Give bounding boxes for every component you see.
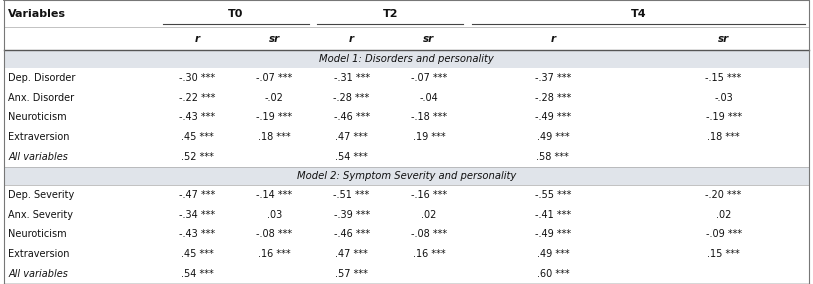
Text: Extraversion: Extraversion xyxy=(8,249,70,259)
Text: -.37 ***: -.37 *** xyxy=(535,73,571,83)
Text: -.28 ***: -.28 *** xyxy=(535,93,571,103)
Text: -.20 ***: -.20 *** xyxy=(706,190,741,200)
Text: -.39 ***: -.39 *** xyxy=(333,210,370,220)
Text: -.16 ***: -.16 *** xyxy=(411,190,447,200)
Bar xyxy=(4,0,809,50)
Text: -.19 ***: -.19 *** xyxy=(256,112,293,122)
Text: .57 ***: .57 *** xyxy=(335,269,368,279)
Text: -.19 ***: -.19 *** xyxy=(706,112,741,122)
Text: sr: sr xyxy=(269,34,280,44)
Text: .54 ***: .54 *** xyxy=(180,269,214,279)
Bar xyxy=(4,50,809,68)
Text: -.30 ***: -.30 *** xyxy=(179,73,215,83)
Text: -.46 ***: -.46 *** xyxy=(333,112,370,122)
Text: -.49 ***: -.49 *** xyxy=(535,112,571,122)
Text: .49 ***: .49 *** xyxy=(537,249,569,259)
Text: r: r xyxy=(349,34,354,44)
Text: .52 ***: .52 *** xyxy=(180,152,214,162)
Text: -.15 ***: -.15 *** xyxy=(706,73,741,83)
Text: Model 1: Disorders and personality: Model 1: Disorders and personality xyxy=(320,54,493,64)
Text: -.55 ***: -.55 *** xyxy=(535,190,571,200)
Text: T2: T2 xyxy=(382,9,398,18)
Text: .18 ***: .18 *** xyxy=(707,132,740,142)
Text: r: r xyxy=(550,34,555,44)
Text: .45 ***: .45 *** xyxy=(180,249,214,259)
Text: All variables: All variables xyxy=(8,152,68,162)
Text: .60 ***: .60 *** xyxy=(537,269,569,279)
Text: .19 ***: .19 *** xyxy=(412,132,446,142)
Text: Neuroticism: Neuroticism xyxy=(8,229,67,239)
Text: T0: T0 xyxy=(228,9,243,18)
Text: -.18 ***: -.18 *** xyxy=(411,112,447,122)
Text: -.47 ***: -.47 *** xyxy=(179,190,215,200)
Text: T4: T4 xyxy=(630,9,646,18)
Bar xyxy=(4,264,809,284)
Bar xyxy=(4,244,809,264)
Text: Variables: Variables xyxy=(8,9,66,18)
Text: -.02: -.02 xyxy=(265,93,284,103)
Bar xyxy=(4,108,809,128)
Text: r: r xyxy=(194,34,200,44)
Text: .02: .02 xyxy=(716,210,731,220)
Bar xyxy=(4,88,809,108)
Text: -.49 ***: -.49 *** xyxy=(535,229,571,239)
Text: .47 ***: .47 *** xyxy=(335,132,368,142)
Text: .02: .02 xyxy=(421,210,437,220)
Text: .16 ***: .16 *** xyxy=(412,249,446,259)
Text: Model 2: Symptom Severity and personality: Model 2: Symptom Severity and personalit… xyxy=(297,171,516,181)
Text: .58 ***: .58 *** xyxy=(537,152,569,162)
Bar xyxy=(4,128,809,147)
Bar xyxy=(4,205,809,224)
Text: -.43 ***: -.43 *** xyxy=(179,112,215,122)
Text: -.07 ***: -.07 *** xyxy=(411,73,447,83)
Text: .15 ***: .15 *** xyxy=(707,249,740,259)
Text: .16 ***: .16 *** xyxy=(258,249,291,259)
Text: -.43 ***: -.43 *** xyxy=(179,229,215,239)
Text: -.04: -.04 xyxy=(420,93,438,103)
Text: -.08 ***: -.08 *** xyxy=(411,229,447,239)
Text: Dep. Severity: Dep. Severity xyxy=(8,190,74,200)
Text: -.09 ***: -.09 *** xyxy=(706,229,741,239)
Text: -.14 ***: -.14 *** xyxy=(256,190,293,200)
Text: .54 ***: .54 *** xyxy=(335,152,368,162)
Text: Neuroticism: Neuroticism xyxy=(8,112,67,122)
Text: sr: sr xyxy=(718,34,729,44)
Text: Anx. Severity: Anx. Severity xyxy=(8,210,73,220)
Text: -.22 ***: -.22 *** xyxy=(179,93,215,103)
Text: -.46 ***: -.46 *** xyxy=(333,229,370,239)
Text: sr: sr xyxy=(424,34,434,44)
Text: -.03: -.03 xyxy=(714,93,733,103)
Bar xyxy=(4,68,809,88)
Text: .45 ***: .45 *** xyxy=(180,132,214,142)
Text: -.34 ***: -.34 *** xyxy=(179,210,215,220)
Text: -.07 ***: -.07 *** xyxy=(256,73,293,83)
Text: .18 ***: .18 *** xyxy=(258,132,291,142)
Text: -.51 ***: -.51 *** xyxy=(333,190,370,200)
Text: Dep. Disorder: Dep. Disorder xyxy=(8,73,76,83)
Text: -.08 ***: -.08 *** xyxy=(256,229,293,239)
Text: Anx. Disorder: Anx. Disorder xyxy=(8,93,74,103)
Bar xyxy=(4,147,809,167)
Text: Extraversion: Extraversion xyxy=(8,132,70,142)
Text: -.41 ***: -.41 *** xyxy=(535,210,571,220)
Bar xyxy=(4,167,809,185)
Text: .47 ***: .47 *** xyxy=(335,249,368,259)
Text: .03: .03 xyxy=(267,210,282,220)
Bar xyxy=(4,224,809,244)
Text: -.28 ***: -.28 *** xyxy=(333,93,370,103)
Text: All variables: All variables xyxy=(8,269,68,279)
Text: -.31 ***: -.31 *** xyxy=(333,73,370,83)
Text: .49 ***: .49 *** xyxy=(537,132,569,142)
Bar xyxy=(4,185,809,205)
